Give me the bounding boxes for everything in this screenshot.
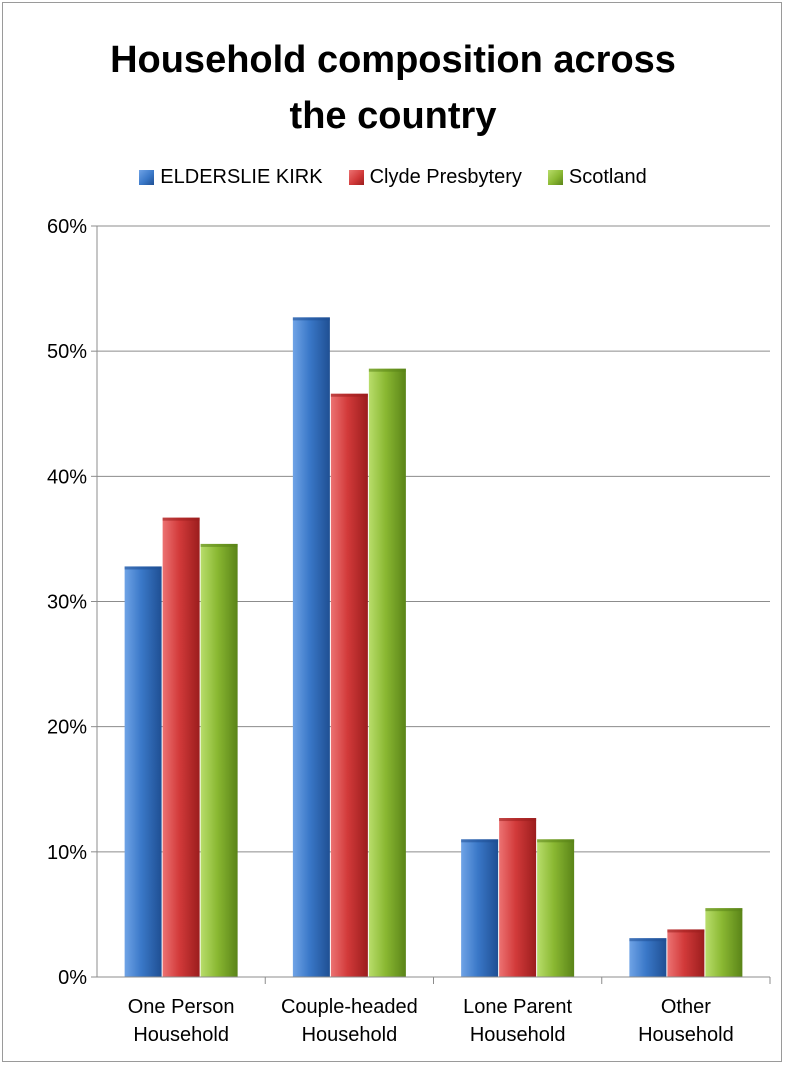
label-layer: 0% 10% 20% 30% 40% 50% 60% One Person Household C… [47, 216, 734, 1046]
bar-2-2 [537, 839, 575, 977]
bar-3-0 [629, 938, 667, 977]
bar-top-0-1 [162, 517, 200, 521]
y-tick-label-4: 40% [47, 466, 87, 488]
legend-item-1: Clyde Presbytery [348, 165, 522, 189]
y-tick-label-1: 10% [47, 842, 87, 864]
legend-label-2: Scotland [568, 165, 647, 188]
legend-swatch-1 [348, 169, 364, 185]
legend-label-1: Clyde Presbytery [369, 165, 522, 188]
bar-top-3-0 [629, 938, 667, 942]
x-tick-label-2-0: Lone Parent [463, 996, 572, 1018]
bar-1-1 [330, 393, 368, 977]
bar-2-0 [461, 839, 499, 977]
bar-0-1 [162, 517, 200, 977]
legend-item-2: Scotland [547, 165, 647, 189]
bar-0-0 [124, 566, 162, 977]
chart-title-line-2: the country [289, 95, 497, 137]
legend-swatch-2 [547, 169, 563, 185]
legend-label-0: ELDERSLIE KIRK [160, 165, 323, 188]
bar-top-3-2 [705, 908, 743, 912]
bar-2-1 [499, 818, 537, 977]
bar-0-2 [200, 543, 238, 977]
y-tick-label-2: 20% [47, 717, 87, 739]
chart-legend: ELDERSLIE KIRK Clyde Presbytery Scotland [0, 162, 786, 192]
chart-title-line-1: Household composition across [110, 39, 676, 81]
bar-top-2-0 [461, 839, 499, 843]
y-tick-label-5: 50% [47, 341, 87, 363]
bar-3-1 [667, 929, 705, 977]
y-tick-label-6: 60% [47, 216, 87, 238]
bar-top-2-1 [499, 818, 537, 822]
legend-swatch-0 [139, 169, 155, 185]
bar-1-2 [368, 368, 406, 977]
x-tick-label-3-0: Other [661, 996, 711, 1018]
x-tick-label-2-1: Household [470, 1024, 566, 1046]
bar-1-0 [292, 317, 330, 977]
bar-top-0-0 [124, 566, 162, 570]
bar-top-3-1 [667, 929, 705, 933]
bar-top-1-1 [330, 393, 368, 397]
x-tick-label-0-1: Household [133, 1024, 229, 1046]
bar-top-0-2 [200, 543, 238, 547]
bar-layer [124, 317, 743, 977]
bar-top-2-2 [537, 839, 575, 843]
x-tick-label-1-0: Couple-headed [281, 996, 418, 1018]
x-tick-label-0-0: One Person [128, 996, 235, 1018]
legend-item-0: ELDERSLIE KIRK [139, 165, 323, 189]
x-tick-label-1-1: Household [302, 1024, 398, 1046]
bar-top-1-2 [368, 368, 406, 372]
x-tick-label-3-1: Household [638, 1024, 734, 1046]
bar-3-2 [705, 908, 743, 977]
axis-layer [91, 225, 771, 984]
chart-title: Household composition across the country [0, 32, 786, 144]
y-tick-label-0: 0% [58, 967, 87, 989]
bar-top-1-0 [292, 317, 330, 321]
y-tick-label-3: 30% [47, 592, 87, 614]
